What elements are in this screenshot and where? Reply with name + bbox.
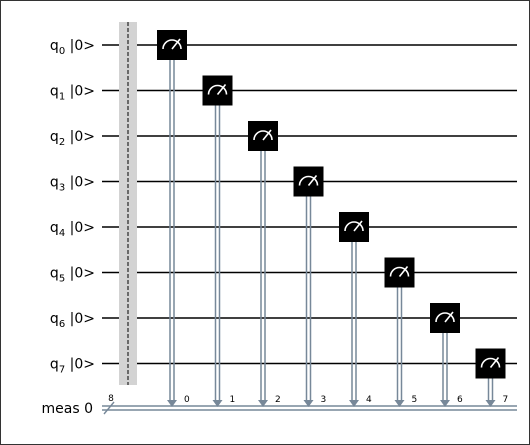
meter-icon-needle-3 <box>307 175 318 186</box>
classical-slash <box>103 401 115 415</box>
classical-width-label: 8 <box>108 394 114 404</box>
measure-gate-3 <box>293 166 324 197</box>
classical-register-label: meas 0 <box>42 401 93 417</box>
measure-arrow-2 <box>258 400 268 407</box>
measure-gate-1 <box>202 75 233 106</box>
meter-icon-arc-3 <box>298 175 319 186</box>
qubit-label-7: q7 |0> <box>50 357 95 376</box>
meter-icon-arc-5 <box>389 266 410 277</box>
meter-icon-needle-6 <box>444 311 454 323</box>
meter-icon-needle-4 <box>353 220 363 232</box>
measure-arrow-6 <box>440 400 450 407</box>
measure-arrow-3 <box>303 400 314 407</box>
qubit-label-2: q2 |0> <box>50 129 95 148</box>
meter-icon-arc-0 <box>162 39 182 50</box>
meter-icon-arc-1 <box>207 84 228 95</box>
measure-gate-0 <box>157 30 187 60</box>
qubit-label-0: q0 |0> <box>50 38 95 57</box>
measure-gate-7 <box>475 348 506 379</box>
measure-bit-label-5: 5 <box>412 395 418 405</box>
measure-arrow-7 <box>485 400 496 407</box>
measure-bit-label-1: 1 <box>230 395 236 405</box>
measure-arrow-0 <box>167 400 177 407</box>
meter-icon-needle-1 <box>216 84 227 95</box>
qubit-label-3: q3 |0> <box>50 175 95 194</box>
measure-bit-label-4: 4 <box>366 395 372 405</box>
measure-bit-label-3: 3 <box>321 395 327 405</box>
qubit-label-4: q4 |0> <box>50 220 95 239</box>
measure-arrow-5 <box>394 400 405 407</box>
qubit-label-6: q6 |0> <box>50 311 95 330</box>
qubit-label-5: q5 |0> <box>50 266 95 285</box>
measure-bit-label-2: 2 <box>275 395 281 405</box>
measure-bit-label-6: 6 <box>457 395 463 405</box>
measure-arrow-1 <box>212 400 223 407</box>
meter-icon-needle-2 <box>262 129 272 141</box>
measure-gate-5 <box>384 257 415 288</box>
measure-gate-4 <box>339 212 369 242</box>
measure-arrow-4 <box>349 400 359 407</box>
measure-gate-6 <box>430 303 460 333</box>
meter-icon-needle-5 <box>398 266 409 277</box>
measure-gate-2 <box>248 121 278 151</box>
measure-bit-label-7: 7 <box>503 395 509 405</box>
measure-bit-label-0: 0 <box>184 395 190 405</box>
meter-icon-needle-0 <box>171 38 181 50</box>
meter-icon-needle-7 <box>489 357 500 368</box>
meter-icon-arc-6 <box>435 312 455 323</box>
qubit-label-1: q1 |0> <box>50 84 95 103</box>
meter-icon-arc-4 <box>344 221 364 232</box>
meter-icon-arc-2 <box>253 130 273 141</box>
meter-icon-arc-7 <box>480 357 501 368</box>
